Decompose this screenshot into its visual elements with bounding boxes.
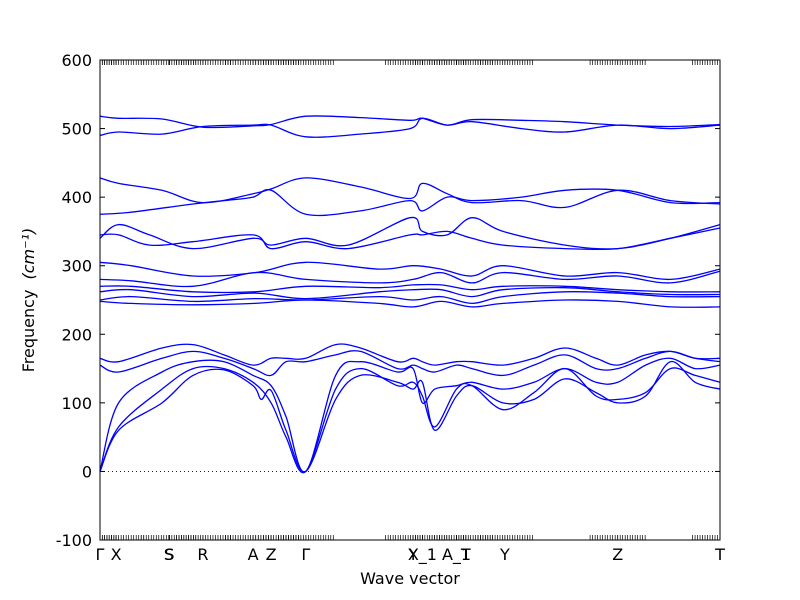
band-series-group bbox=[99, 115, 721, 474]
band-line-4 bbox=[99, 350, 721, 377]
y-tick-label: 400 bbox=[61, 188, 92, 207]
x-axis-label: Wave vector bbox=[360, 569, 460, 588]
y-tick-label: 0 bbox=[82, 462, 92, 481]
x-tick-label: Γ bbox=[96, 545, 105, 564]
band-line-8 bbox=[99, 286, 721, 300]
band-line-1 bbox=[99, 361, 721, 473]
band-line-10 bbox=[99, 270, 721, 288]
x-tick-label: Γ bbox=[301, 545, 310, 564]
band-line-7 bbox=[99, 290, 721, 305]
band-line-9 bbox=[99, 283, 721, 294]
band-line-5 bbox=[99, 343, 721, 366]
y-tick-label: 600 bbox=[61, 51, 92, 70]
x-tick-label: A bbox=[248, 545, 259, 564]
x-tick-label: T bbox=[714, 545, 725, 564]
x-tick-label: R bbox=[197, 545, 208, 564]
band-line-17 bbox=[99, 115, 721, 129]
band-line-15 bbox=[99, 177, 721, 209]
x-tick-label: X_1 bbox=[408, 545, 437, 565]
plot-frame bbox=[99, 59, 721, 541]
x-tick-label: Y bbox=[407, 545, 418, 564]
band-line-3 bbox=[99, 357, 721, 473]
x-tick-label: S bbox=[164, 545, 174, 564]
band-line-13 bbox=[99, 227, 721, 251]
band-line-12 bbox=[99, 216, 721, 250]
y-tick-label: 500 bbox=[61, 120, 92, 139]
x-tick-label: Z bbox=[266, 545, 277, 564]
y-tick-label: 200 bbox=[61, 325, 92, 344]
x-tick-label: Z bbox=[612, 545, 623, 564]
x-tick-label: Y bbox=[499, 545, 510, 564]
y-axis-label-unit: (cm⁻¹) bbox=[19, 228, 38, 280]
band-line-2 bbox=[99, 365, 721, 474]
x-tick-label: T bbox=[460, 545, 471, 564]
y-axis-label-text: Frequency bbox=[19, 290, 38, 373]
x-tick-label: A_1 bbox=[442, 545, 471, 565]
y-tick-label: -100 bbox=[56, 531, 92, 550]
band-line-16 bbox=[99, 117, 721, 138]
y-axis-label: Frequency (cm⁻¹) bbox=[19, 228, 38, 372]
band-line-11 bbox=[99, 261, 721, 281]
x-tick-label: S bbox=[164, 545, 174, 564]
x-tick-label: X bbox=[111, 545, 122, 564]
y-tick-label: 300 bbox=[61, 257, 92, 276]
y-tick-label: 100 bbox=[61, 394, 92, 413]
band-line-6 bbox=[99, 299, 721, 308]
